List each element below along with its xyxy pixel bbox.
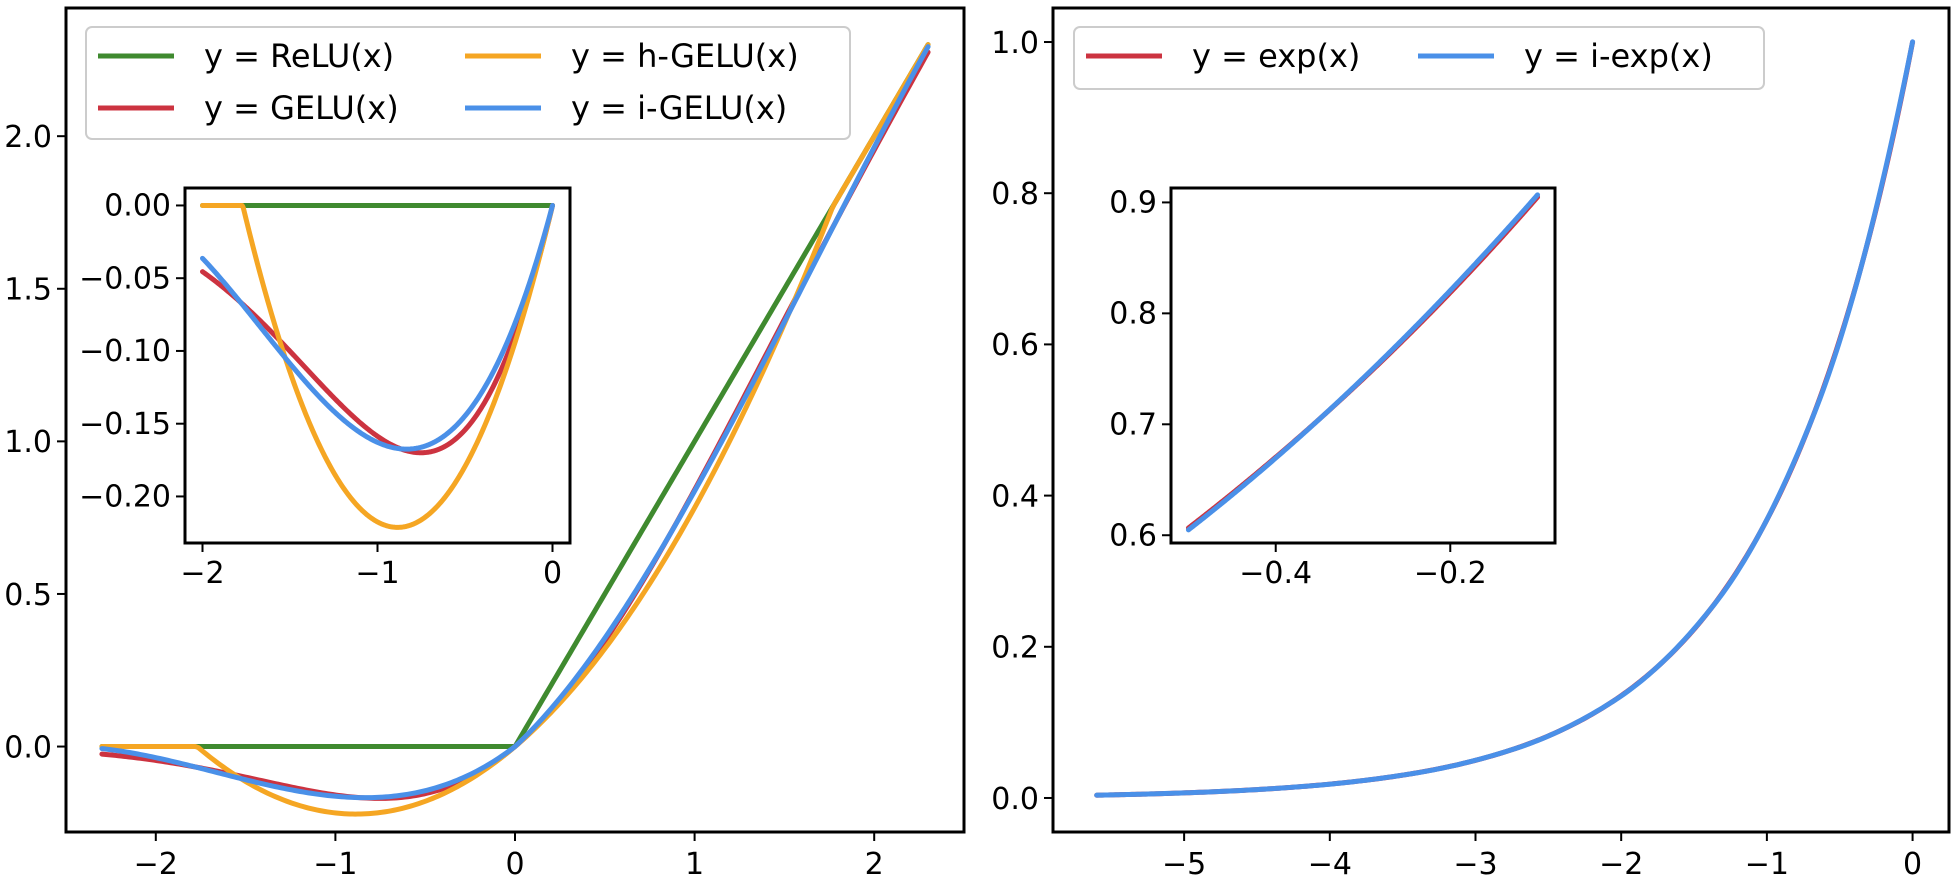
exp-main-x-tick-label: −5 — [1162, 847, 1206, 876]
gelu-inset-line-gelu — [200, 202, 555, 456]
exp-main-y-tick-label: 0.8 — [991, 177, 1039, 212]
exp-main-y-tick-label: 1.0 — [991, 26, 1039, 61]
gelu-main-legend-label-relu: y = ReLU(x) — [204, 37, 394, 75]
exp-inset-y-tick-label: 0.9 — [1109, 186, 1157, 221]
gelu-main-legend-label-hgelu: y = h-GELU(x) — [571, 37, 799, 75]
gelu-main-line-igelu — [99, 44, 931, 801]
gelu-inset-frame — [183, 186, 572, 545]
gelu-main-x-tick-label: 1 — [685, 847, 704, 876]
exp-main-x-tick-label: −4 — [1308, 847, 1352, 876]
exp-main-x-tick-label: −3 — [1453, 847, 1497, 876]
exp-main-legend-label-iexp: y = i-exp(x) — [1524, 37, 1713, 75]
exp-main-x-tick-label: 0 — [1903, 847, 1922, 876]
gelu-inset-y-tick-label: −0.15 — [79, 407, 171, 442]
gelu-inset-line-igelu — [200, 202, 555, 452]
gelu-inset-x-tick-label: −2 — [180, 556, 224, 591]
exp-main-legend: y = exp(x) y = i-exp(x) — [1073, 26, 1765, 90]
gelu-inset-series-group — [200, 202, 555, 530]
exp-main-y-tick-label: 0.0 — [991, 782, 1039, 817]
exp-inset-y-tick-label: 0.6 — [1109, 518, 1157, 553]
gelu-inset-x-tick-label: 0 — [543, 556, 562, 591]
gelu-inset-line-hgelu — [200, 202, 555, 530]
exp-inset-x-tick-label: −0.2 — [1414, 556, 1487, 591]
gelu-main-legend-box — [85, 26, 851, 140]
exp-main-y-tick-label: 0.2 — [991, 631, 1039, 666]
gelu-main-y-tick-label: 1.0 — [4, 425, 52, 460]
gelu-main-legend-label-gelu: y = GELU(x) — [204, 89, 399, 127]
gelu-main-legend: y = ReLU(x) y = GELU(x) y = h-GELU(x) y = i… — [85, 26, 851, 140]
gelu-main-series-group — [99, 42, 931, 817]
exp-inset-frame — [1169, 186, 1557, 545]
exp-chart-panel: −5 −4 −3 −2 −1 00.00.20.40.60.81.0 y = exp(x) y… — [991, 6, 1951, 876]
gelu-inset-plot-area — [185, 188, 570, 543]
gelu-main-y-tick-label: 0.5 — [4, 578, 52, 613]
gelu-main-x-tick-label: 2 — [865, 847, 884, 876]
gelu-inset-y-tick-label: −0.05 — [79, 261, 171, 296]
gelu-main-y-tick-label: 1.5 — [4, 273, 52, 308]
exp-main-series-group — [1094, 39, 1916, 798]
gelu-chart-panel: −2 −1 0 1 2 0.0 0.5 1.0 1.5 2.0 y = ReLU(x) y = GEL… — [4, 6, 966, 876]
gelu-inset-y-tick-label: 0.00 — [104, 189, 171, 224]
gelu-inset-x-tick-label: −1 — [355, 556, 399, 591]
gelu-main-x-tick-label: −2 — [134, 847, 178, 876]
gelu-main-legend-label-igelu: y = i-GELU(x) — [571, 89, 787, 127]
exp-inset-axes: −0.4 −0.2 0.6 0.7 0.8 0.9 — [1109, 186, 1555, 591]
exp-main-x-tick-label: −2 — [1599, 847, 1643, 876]
exp-inset-y-tick-label: 0.7 — [1109, 407, 1157, 442]
gelu-inset-axes: −2 −1 0 0.00 −0.05 −0.10 −0.15 −0.20 — [79, 188, 570, 591]
gelu-main-y-tick-label: 2.0 — [4, 120, 52, 155]
gelu-main-y-tick-label: 0.0 — [4, 730, 52, 765]
gelu-inset-y-tick-label: −0.20 — [79, 480, 171, 515]
exp-inset-series-group — [1185, 192, 1541, 533]
gelu-main-x-tick-label: −1 — [313, 847, 357, 876]
exp-main-x-tick-label: −1 — [1745, 847, 1789, 876]
exp-main-frame — [1051, 6, 1951, 834]
exp-inset-x-tick-label: −0.4 — [1239, 556, 1312, 591]
gelu-inset-y-tick-label: −0.10 — [79, 334, 171, 369]
exp-main-line-iexp — [1094, 39, 1916, 798]
exp-inset-y-tick-label: 0.8 — [1109, 296, 1157, 331]
exp-inset-line-iexp — [1185, 192, 1541, 533]
gelu-main-frame — [64, 6, 966, 834]
gelu-main-x-tick-label: 0 — [505, 847, 524, 876]
exp-main-y-tick-label: 0.6 — [991, 328, 1039, 363]
exp-main-y-tick-label: 0.4 — [991, 479, 1039, 514]
exp-main-legend-label-exp: y = exp(x) — [1192, 37, 1360, 75]
